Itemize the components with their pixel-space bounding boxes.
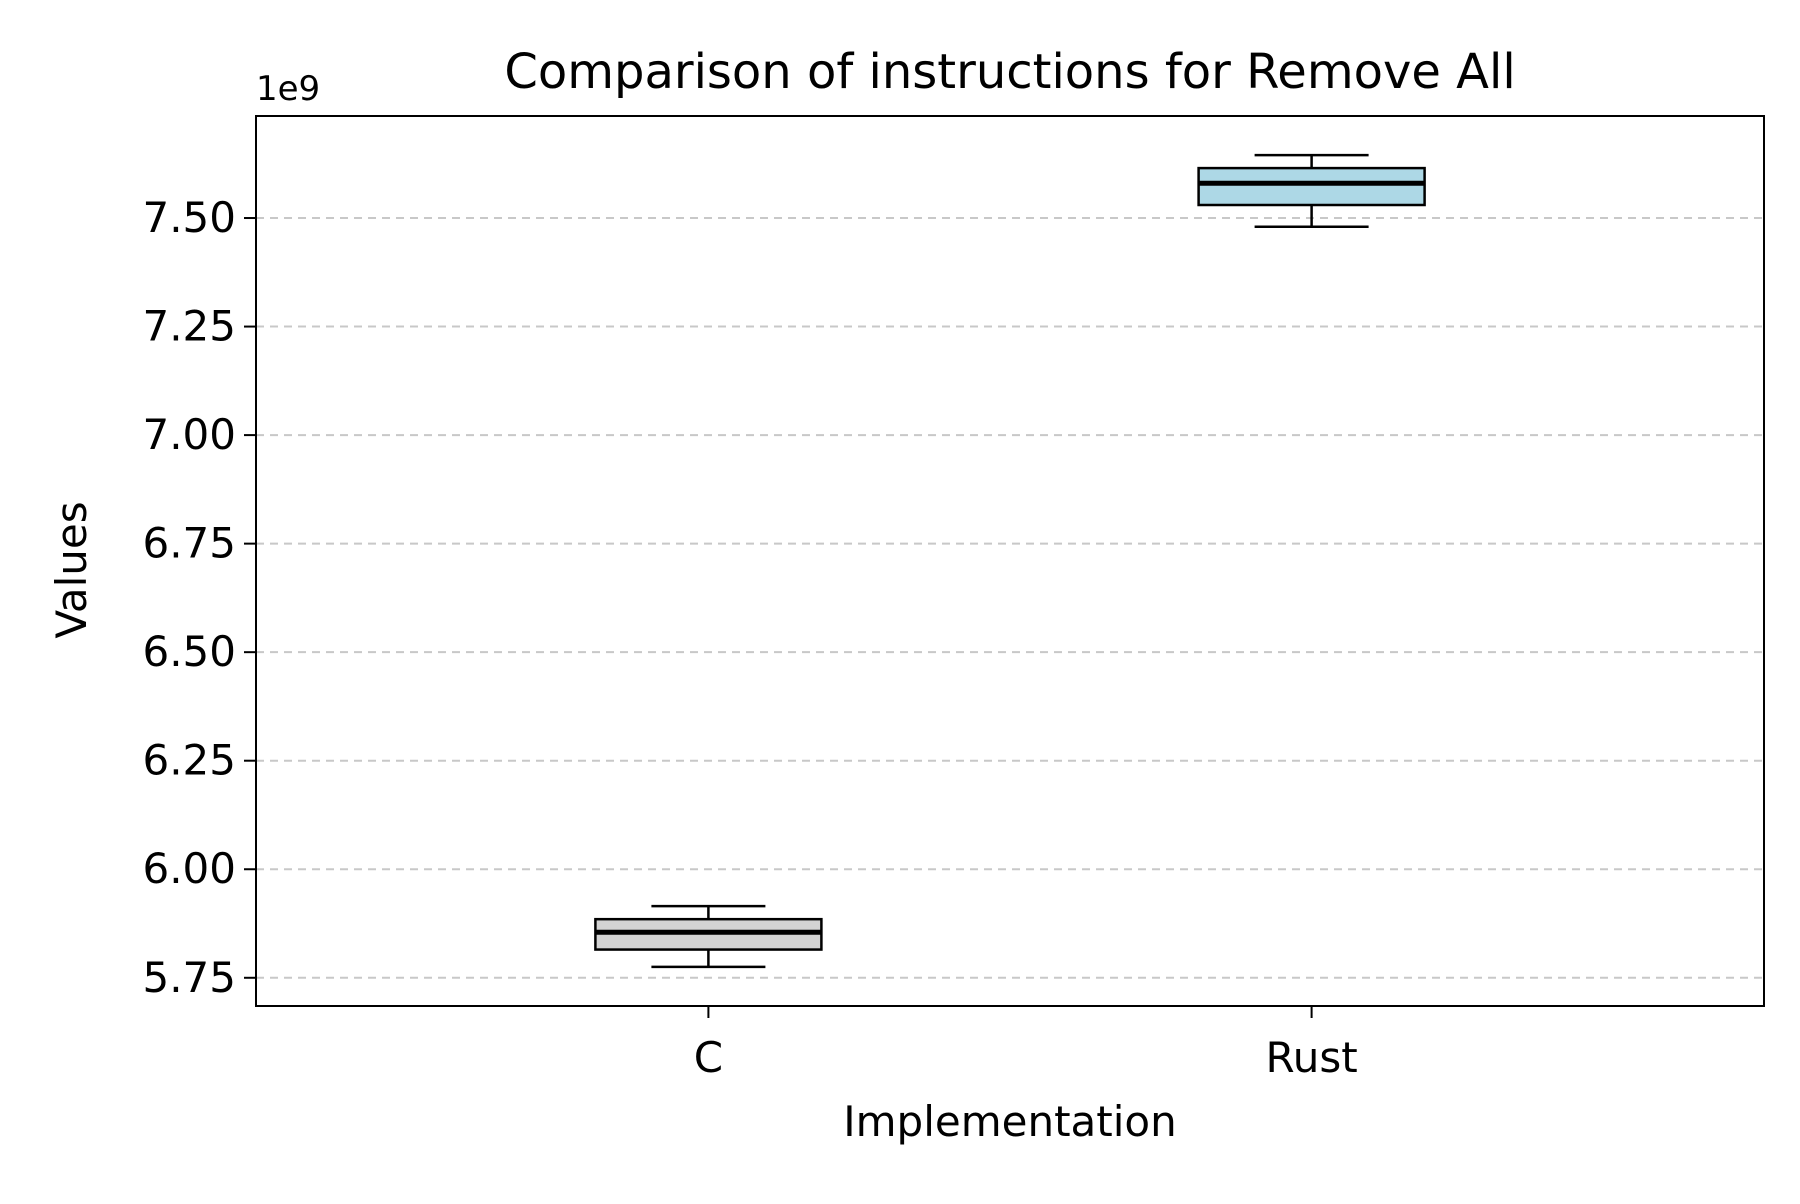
y-axis-label: Values <box>47 501 96 638</box>
y-tick-label: 7.00 <box>142 410 236 459</box>
iqr-box <box>1197 166 1426 207</box>
y-tick-label: 7.50 <box>142 193 236 242</box>
x-tick-label: C <box>694 1033 723 1082</box>
y-tick-label: 6.00 <box>142 844 236 893</box>
x-tick-label: Rust <box>1265 1033 1357 1082</box>
box-series <box>594 153 1426 969</box>
grid-lines <box>256 217 1764 979</box>
box-c <box>594 904 823 969</box>
plot-frame <box>255 115 1765 1007</box>
y-axis-offset-label: 1e9 <box>256 69 320 109</box>
box-rust <box>1197 153 1426 228</box>
y-tick-label: 6.50 <box>142 627 236 676</box>
y-tick-label: 6.25 <box>142 736 236 785</box>
y-tick-label: 7.25 <box>142 302 236 351</box>
x-axis-label: Implementation <box>843 1097 1177 1146</box>
y-tick-label: 6.75 <box>142 519 236 568</box>
chart-title: Comparison of instructions for Remove Al… <box>504 44 1515 100</box>
y-tick-label: 5.75 <box>142 953 236 1002</box>
axes: 5.75 6.00 6.25 6.50 6.75 7.00 7.25 7.50 C Rust <box>142 115 1765 1082</box>
